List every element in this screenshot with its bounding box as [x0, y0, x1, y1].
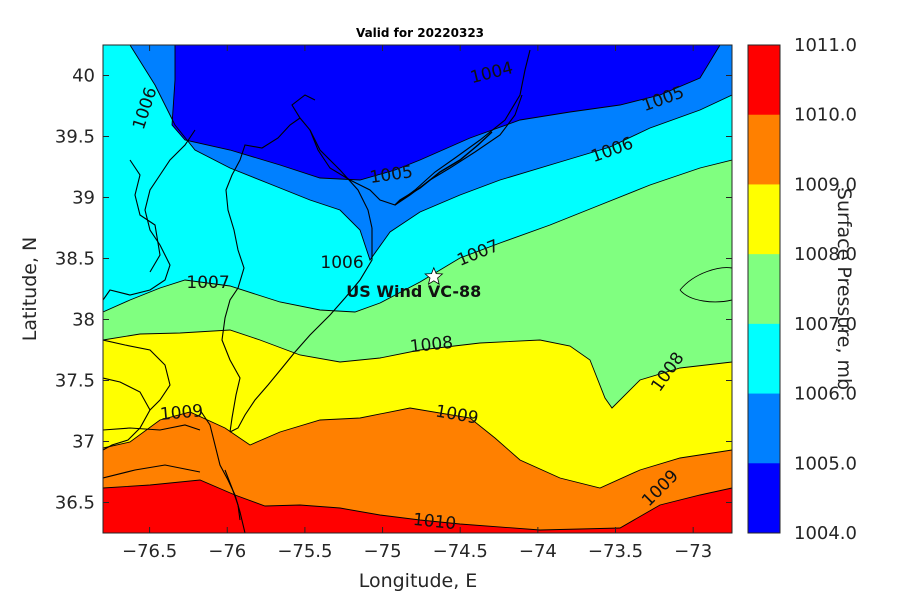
contour-label: 1007 [186, 273, 229, 293]
x-tick-label: −74.5 [433, 541, 488, 562]
colorbar-tick-label: 1005.0 [794, 453, 857, 474]
pressure-contour-fill [103, 45, 732, 533]
star-icon [424, 266, 444, 285]
x-axis: −76.5 −76 −75.5 −75 −74.5 −74 −73.5 −73 [122, 45, 712, 562]
colorbar-swatch [748, 45, 780, 116]
colorbar-tick-label: 1006.0 [794, 384, 857, 405]
contour-label: 1010 [412, 510, 457, 534]
colorbar-tick-label: 1008.0 [794, 244, 857, 265]
coastline [103, 49, 531, 533]
y-tick-label: 38 [72, 310, 95, 331]
plot-frame [102, 44, 733, 534]
colorbar-swatch [748, 184, 780, 255]
y-tick-label: 37.5 [55, 371, 95, 392]
colorbar-tick-label: 1009.0 [794, 174, 857, 195]
colorbar: 1011.0 1010.0 1009.0 1008.0 1007.0 1006.0 1005… [748, 35, 857, 544]
band-1005-inset [680, 267, 732, 302]
x-tick-label: −76.5 [122, 541, 177, 562]
colorbar-swatch [748, 254, 780, 325]
colorbar-tick-label: 1007.0 [794, 314, 857, 335]
band-1004 [172, 45, 720, 180]
colorbar-swatch [748, 114, 780, 185]
x-tick-label: −76 [208, 541, 246, 562]
y-tick-label: 38.5 [55, 249, 95, 270]
colorbar-tick-label: 1011.0 [794, 35, 857, 56]
x-tick-label: −73 [674, 541, 712, 562]
x-tick-label: −75 [364, 541, 402, 562]
x-tick-label: −74 [519, 541, 557, 562]
map-title: Valid for 20220323 [356, 26, 484, 40]
y-axis-label: Latitude, N [19, 237, 41, 342]
y-tick-label: 37 [72, 432, 95, 453]
x-tick-label: −73.5 [588, 541, 643, 562]
colorbar-swatch [748, 393, 780, 464]
colorbar-label: Surface Pressure, mb [833, 188, 855, 390]
y-axis: 40 39.5 39 38.5 38 37.5 37 36.5 [55, 66, 732, 514]
y-tick-label: 40 [72, 66, 95, 87]
contour-label: 1009 [159, 401, 204, 425]
y-tick-label: 39.5 [55, 127, 95, 148]
colorbar-swatch [748, 323, 780, 395]
x-axis-label: Longitude, E [359, 570, 478, 592]
x-tick-label: −75.5 [277, 541, 332, 562]
contour-label: 1008 [409, 333, 454, 357]
pressure-contour-lines [103, 45, 732, 531]
site-label: US Wind VC-88 [346, 282, 481, 301]
contour-label: 1006 [320, 253, 363, 273]
colorbar-tick-label: 1010.0 [794, 105, 857, 126]
site-marker: US Wind VC-88 [346, 266, 481, 301]
colorbar-swatch [748, 463, 780, 534]
colorbar-frame [747, 44, 781, 534]
y-tick-label: 39 [72, 188, 95, 209]
colorbar-tick-label: 1004.0 [794, 523, 857, 544]
y-tick-label: 36.5 [55, 493, 95, 514]
